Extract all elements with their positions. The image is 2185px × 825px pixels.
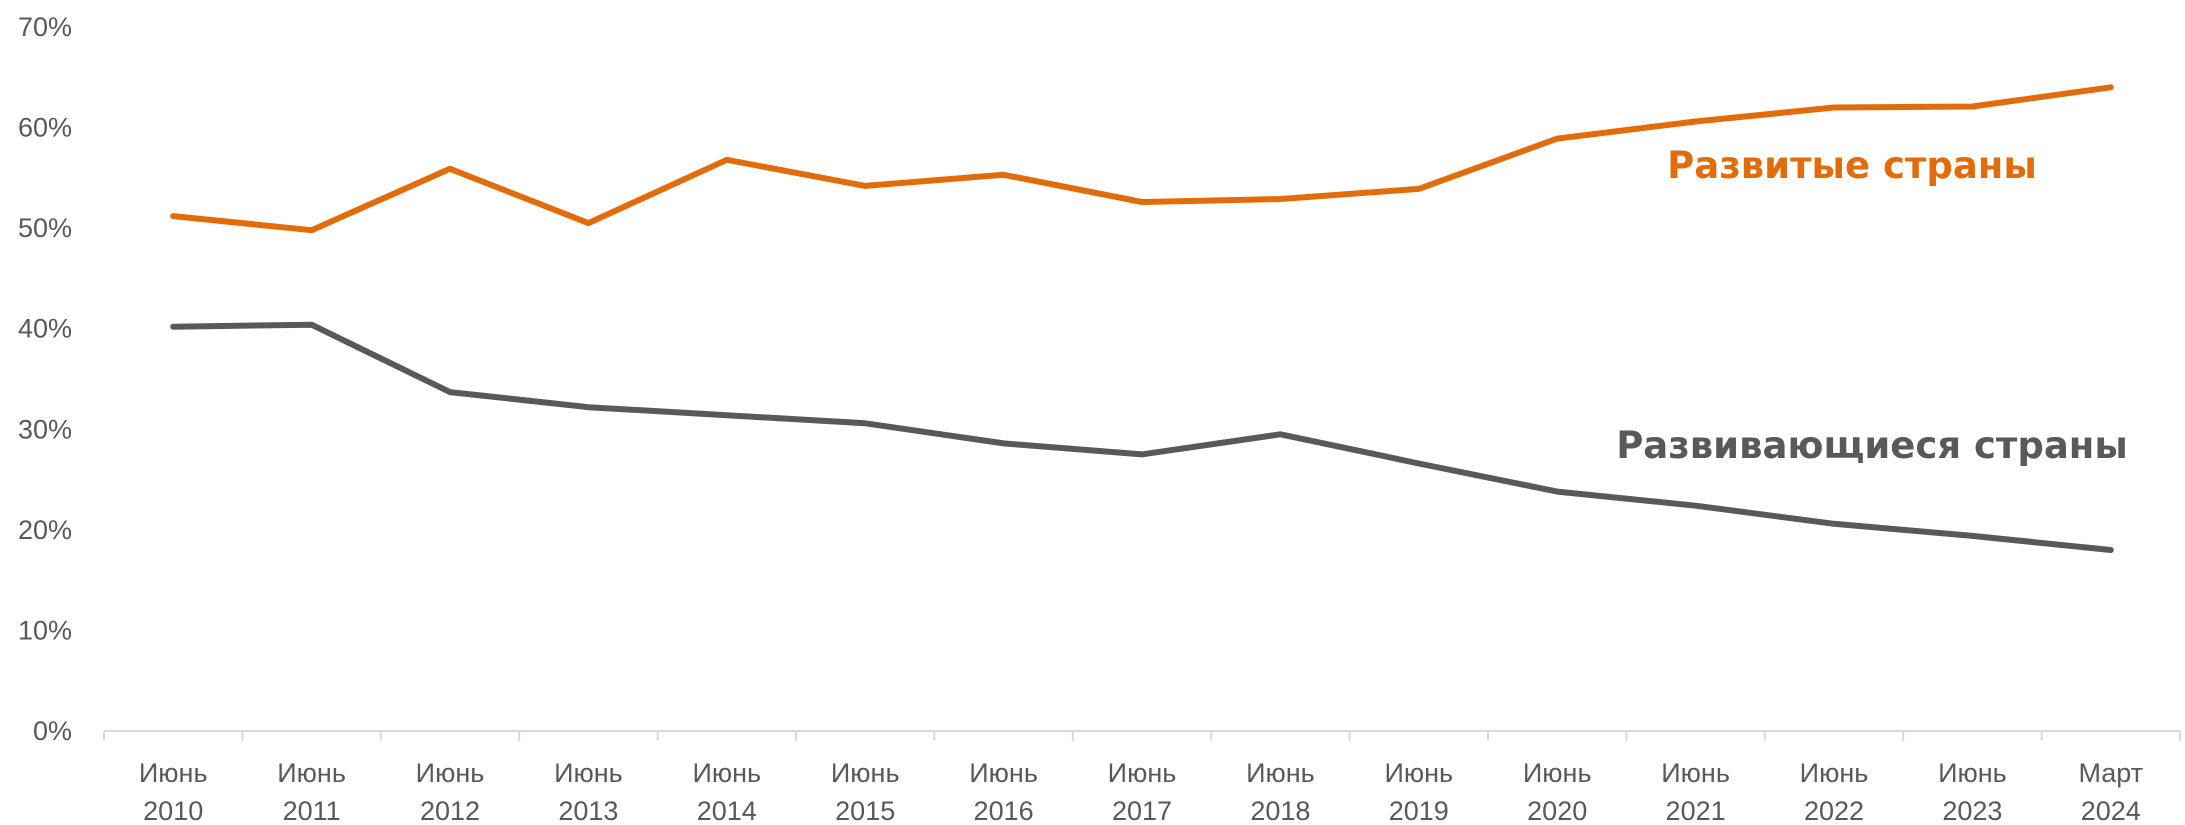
x-tick-label-line: 2012 [420,796,480,825]
x-tick-label-line: Июнь [1523,758,1592,788]
x-tick-label-line: 2011 [283,796,341,825]
x-tick-label-line: 2014 [697,796,757,825]
y-tick-label: 60% [18,113,72,143]
x-tick-label-line: Июнь [139,758,208,788]
y-tick-label: 20% [18,515,72,545]
x-tick-label-line: Июнь [1661,758,1730,788]
x-tick-label-line: Июнь [692,758,761,788]
x-tick-label-line: 2017 [1112,796,1172,825]
x-tick-label: Июнь 2010 [139,758,208,825]
x-tick-label: Июнь 2023 [1938,758,2007,825]
x-tick-label-line: 2020 [1527,796,1587,825]
y-tick-label: 70% [18,12,72,42]
x-tick-label-line: 2015 [835,796,895,825]
x-tick-label: Июнь 2017 [1108,758,1177,825]
x-tick-label-line: 2021 [1666,796,1726,825]
x-tick-label-line: Июнь [1246,758,1315,788]
series-label-1: Развивающиеся страны [1616,424,2128,467]
y-tick-label: 40% [18,314,72,344]
y-tick-label: 50% [18,213,72,243]
y-axis-labels: 0% 10% 20% 30% 40% 50% 60% 70% [18,12,72,746]
x-tick-label-line: Июнь [1800,758,1869,788]
y-tick-label: 30% [18,414,72,444]
x-tick-label-line: Июнь [831,758,900,788]
x-tick-label-line: 2010 [143,796,203,825]
x-tick-label-line: 2019 [1389,796,1449,825]
x-tick-label-line: 2013 [558,796,618,825]
x-tick-label: Июнь 2013 [554,758,623,825]
x-tick-label: Июнь 2018 [1246,758,1315,825]
series-labels: Развитые страны Развивающиеся страны [1616,144,2128,467]
x-tick-label: Июнь 2019 [1384,758,1453,825]
x-tick-label-line: Июнь [277,758,346,788]
x-tick-label: Июнь 2016 [969,758,1038,825]
y-tick-label: 10% [18,615,72,645]
series-line-0 [170,84,2114,234]
x-tick-label-line: 2024 [2081,796,2141,825]
x-tick-label-line: Июнь [416,758,485,788]
x-tick-label-line: Июнь [1108,758,1177,788]
x-tick-label-line: 2016 [974,796,1034,825]
x-tick-label-line: Июнь [1384,758,1453,788]
y-tick-label: 0% [33,716,72,746]
x-tick-label-line: Июнь [969,758,1038,788]
x-tick-label: Июнь 2015 [831,758,900,825]
series-layer [170,84,2114,553]
x-tick-label: Июнь 2021 [1661,758,1730,825]
series-label-0: Развитые страны [1667,144,2037,187]
x-tick-label: Июнь 2022 [1800,758,1869,825]
series-line-1 [170,321,2114,553]
x-tick-label: Июнь 2012 [416,758,485,825]
x-axis: Июнь 2010 Июнь 2011 Июнь 2012 Июнь 2013 Июнь 2014… [103,730,2181,825]
x-tick-label-line: 2023 [1942,796,2002,825]
x-tick-label-line: 2022 [1804,796,1864,825]
x-tick-label: Июнь 2014 [692,758,761,825]
x-tick-label: Июнь 2020 [1523,758,1592,825]
x-tick-label: Март 2024 [2078,758,2143,825]
x-tick-label-line: 2018 [1250,796,1310,825]
x-tick-label-line: Июнь [554,758,623,788]
x-tick-label-line: Март [2078,758,2143,788]
x-tick-label: Июнь 2011 [277,758,346,825]
x-tick-label-line: Июнь [1938,758,2007,788]
